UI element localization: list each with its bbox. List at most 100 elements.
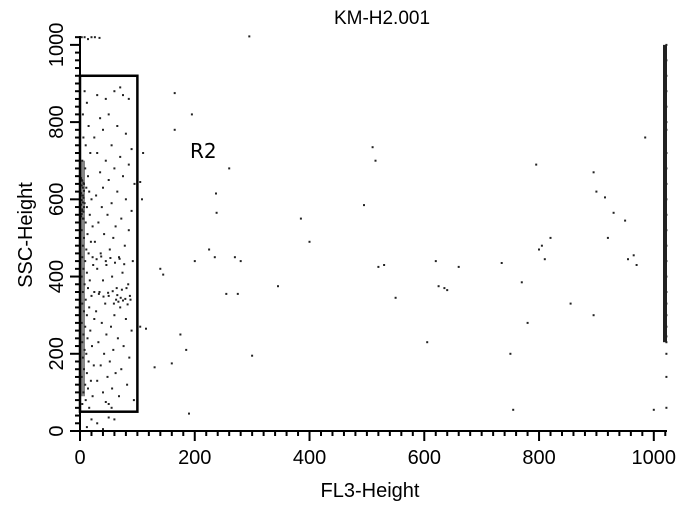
data-point — [233, 256, 236, 259]
data-point — [87, 252, 90, 255]
data-point — [84, 383, 87, 386]
data-point — [130, 329, 133, 332]
data-point — [540, 244, 543, 247]
data-point — [111, 387, 114, 390]
data-point — [145, 327, 147, 330]
data-point — [213, 256, 216, 259]
data-point — [125, 287, 128, 290]
data-point — [128, 294, 131, 297]
data-point — [81, 159, 84, 162]
data-point — [91, 256, 94, 259]
data-point — [107, 113, 110, 116]
data-point — [110, 144, 113, 147]
data-point — [509, 352, 512, 355]
data-point — [110, 325, 112, 328]
data-point — [113, 314, 116, 317]
data-point — [652, 408, 655, 411]
data-point — [110, 202, 113, 205]
data-point — [93, 318, 96, 320]
data-point — [103, 233, 106, 236]
data-point — [127, 229, 130, 232]
data-point — [87, 125, 90, 127]
data-point — [95, 258, 98, 261]
data-point — [90, 294, 93, 297]
data-point — [124, 198, 127, 201]
data-point — [100, 206, 103, 209]
data-point — [188, 412, 190, 415]
data-point — [87, 175, 89, 178]
data-point — [113, 90, 116, 93]
data-point — [99, 171, 102, 174]
data-point — [624, 219, 627, 222]
data-point — [98, 291, 101, 293]
data-point — [371, 146, 374, 149]
data-point — [112, 236, 115, 239]
data-point — [81, 113, 84, 116]
data-point — [87, 387, 89, 390]
chart-title: KM-H2.001 — [334, 8, 430, 29]
data-point — [107, 403, 110, 405]
data-point — [142, 152, 145, 154]
data-point — [108, 360, 111, 363]
data-point — [130, 209, 133, 212]
data-point — [124, 318, 127, 320]
data-point — [91, 345, 93, 348]
data-point — [127, 163, 130, 166]
data-point — [434, 260, 437, 263]
gate-r2[interactable]: R2 — [78, 74, 217, 413]
data-point — [132, 399, 135, 402]
data-point — [113, 167, 116, 170]
data-point — [102, 391, 104, 394]
data-point — [606, 236, 609, 239]
data-point — [80, 36, 83, 39]
data-point — [635, 264, 638, 266]
data-point — [121, 271, 124, 274]
data-point — [85, 426, 88, 429]
data-point — [92, 264, 95, 266]
data-point — [126, 303, 129, 306]
data-point — [239, 260, 242, 263]
data-point — [457, 265, 460, 268]
data-points-layer — [80, 35, 668, 431]
data-point — [96, 379, 99, 382]
left-density-band — [80, 160, 85, 397]
data-point — [526, 321, 529, 324]
data-point — [426, 341, 429, 344]
data-point — [95, 194, 98, 197]
data-point — [81, 403, 84, 405]
data-point — [543, 258, 546, 261]
data-point — [153, 366, 156, 369]
data-point — [179, 333, 182, 336]
data-point — [104, 401, 107, 403]
data-point — [96, 152, 99, 154]
data-point — [99, 252, 102, 255]
data-point — [173, 128, 176, 131]
data-point — [112, 348, 115, 351]
data-point — [99, 364, 102, 367]
data-point — [549, 236, 552, 239]
y-tick-label: 1000 — [46, 23, 68, 67]
right-density-band — [663, 44, 667, 343]
data-point — [512, 408, 515, 411]
gate-r2-rectangle[interactable] — [78, 74, 139, 413]
data-point — [130, 148, 133, 151]
data-point — [119, 86, 122, 89]
x-tick-label: 0 — [74, 447, 85, 469]
data-point — [86, 233, 89, 236]
data-point — [644, 136, 647, 139]
data-point — [114, 261, 116, 264]
data-point — [89, 240, 92, 243]
data-point — [93, 136, 96, 139]
data-point — [93, 291, 96, 293]
data-point — [102, 128, 104, 131]
data-point — [363, 204, 365, 207]
data-point — [592, 171, 595, 174]
data-point — [84, 399, 87, 402]
data-point — [89, 379, 92, 382]
y-tick-label: 800 — [46, 105, 68, 138]
data-point — [595, 190, 598, 193]
data-point — [128, 356, 131, 359]
data-point — [90, 36, 93, 39]
data-point — [110, 406, 113, 409]
data-point — [248, 35, 251, 38]
